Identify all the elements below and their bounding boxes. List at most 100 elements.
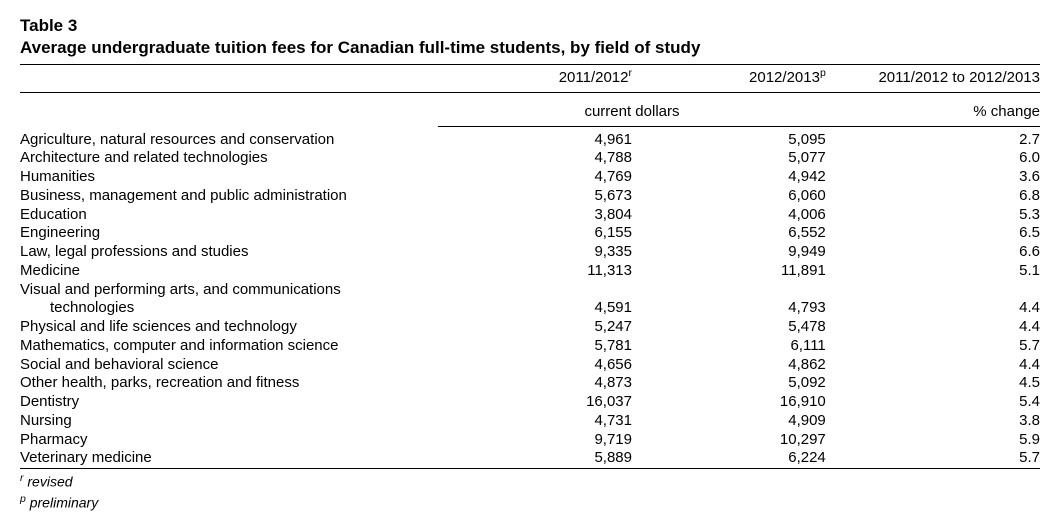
row-label: Nursing: [20, 412, 438, 431]
row-label: Business, management and public administ…: [20, 187, 438, 206]
table-row: Architecture and related technologies4,7…: [20, 149, 1040, 168]
cell-chg: 6.5: [826, 224, 1040, 243]
cell-chg: 4.4: [826, 299, 1040, 318]
table-number: Table 3: [20, 16, 1040, 36]
table-row: Engineering6,1556,5526.5: [20, 224, 1040, 243]
row-label: Humanities: [20, 168, 438, 187]
cell-chg: 6.0: [826, 149, 1040, 168]
cell-y1: 4,656: [438, 356, 632, 375]
unit-dollars: current dollars: [438, 92, 826, 126]
cell-y2: 4,942: [632, 168, 826, 187]
row-label: Visual and performing arts, and communic…: [20, 281, 438, 300]
table-row: Other health, parks, recreation and fitn…: [20, 374, 1040, 393]
cell-y1: 5,247: [438, 318, 632, 337]
table-row: Medicine11,31311,8915.1: [20, 262, 1040, 281]
year2-sup: p: [820, 67, 826, 79]
cell-chg: 2.7: [826, 126, 1040, 149]
header-units: current dollars % change: [20, 92, 1040, 126]
cell-y1: [438, 281, 632, 300]
cell-y1: 4,873: [438, 374, 632, 393]
cell-chg: 4.5: [826, 374, 1040, 393]
row-label: Agriculture, natural resources and conse…: [20, 126, 438, 149]
cell-y2: 5,478: [632, 318, 826, 337]
footnote-text: preliminary: [26, 495, 98, 511]
row-label: Medicine: [20, 262, 438, 281]
cell-chg: 5.7: [826, 337, 1040, 356]
cell-chg: 6.6: [826, 243, 1040, 262]
year1-sup: r: [628, 67, 632, 79]
unit-change: % change: [826, 92, 1040, 126]
table-title: Average undergraduate tuition fees for C…: [20, 38, 1040, 58]
cell-y2: [632, 281, 826, 300]
table-row: Social and behavioral science4,6564,8624…: [20, 356, 1040, 375]
row-label: Social and behavioral science: [20, 356, 438, 375]
table-row: Veterinary medicine5,8896,2245.7: [20, 449, 1040, 468]
col-header-year2: 2012/2013p: [632, 65, 826, 92]
cell-y2: 5,077: [632, 149, 826, 168]
cell-y1: 4,788: [438, 149, 632, 168]
cell-y1: 3,804: [438, 206, 632, 225]
cell-chg: 6.8: [826, 187, 1040, 206]
cell-chg: 3.8: [826, 412, 1040, 431]
table-row: Dentistry16,03716,9105.4: [20, 393, 1040, 412]
footnotes: r revisedp preliminary: [20, 471, 1040, 514]
col-header-change: 2011/2012 to 2012/2013: [826, 65, 1040, 92]
cell-y1: 5,673: [438, 187, 632, 206]
row-label: Engineering: [20, 224, 438, 243]
cell-chg: 5.4: [826, 393, 1040, 412]
cell-chg: 4.4: [826, 318, 1040, 337]
cell-y2: 9,949: [632, 243, 826, 262]
header-years: 2011/2012r 2012/2013p 2011/2012 to 2012/…: [20, 65, 1040, 92]
footnote-text: revised: [24, 474, 73, 490]
cell-y1: 4,591: [438, 299, 632, 318]
table-row: technologies4,5914,7934.4: [20, 299, 1040, 318]
footnote: p preliminary: [20, 492, 1040, 513]
cell-y2: 11,891: [632, 262, 826, 281]
row-label: Other health, parks, recreation and fitn…: [20, 374, 438, 393]
cell-y1: 5,781: [438, 337, 632, 356]
row-label: technologies: [20, 299, 438, 318]
cell-y1: 9,335: [438, 243, 632, 262]
cell-y1: 4,769: [438, 168, 632, 187]
cell-y2: 5,095: [632, 126, 826, 149]
row-label: Veterinary medicine: [20, 449, 438, 468]
cell-y2: 16,910: [632, 393, 826, 412]
cell-y2: 6,224: [632, 449, 826, 468]
cell-chg: [826, 281, 1040, 300]
cell-y1: 11,313: [438, 262, 632, 281]
cell-y2: 6,060: [632, 187, 826, 206]
row-label: Physical and life sciences and technolog…: [20, 318, 438, 337]
cell-y2: 4,909: [632, 412, 826, 431]
cell-y1: 16,037: [438, 393, 632, 412]
cell-y2: 6,552: [632, 224, 826, 243]
table-row: Agriculture, natural resources and conse…: [20, 126, 1040, 149]
table-row: Pharmacy9,71910,2975.9: [20, 431, 1040, 450]
year1-label: 2011/2012: [559, 69, 629, 86]
col-header-year1: 2011/2012r: [438, 65, 632, 92]
cell-y2: 4,862: [632, 356, 826, 375]
row-label: Education: [20, 206, 438, 225]
cell-y2: 10,297: [632, 431, 826, 450]
cell-y2: 4,793: [632, 299, 826, 318]
table-row: Nursing4,7314,9093.8: [20, 412, 1040, 431]
cell-chg: 3.6: [826, 168, 1040, 187]
cell-y1: 9,719: [438, 431, 632, 450]
cell-y2: 4,006: [632, 206, 826, 225]
table-row: Visual and performing arts, and communic…: [20, 281, 1040, 300]
cell-chg: 5.7: [826, 449, 1040, 468]
cell-chg: 5.1: [826, 262, 1040, 281]
year2-label: 2012/2013: [749, 69, 820, 86]
row-label: Mathematics, computer and information sc…: [20, 337, 438, 356]
cell-y2: 6,111: [632, 337, 826, 356]
table-row: Humanities4,7694,9423.6: [20, 168, 1040, 187]
row-label: Pharmacy: [20, 431, 438, 450]
cell-y1: 6,155: [438, 224, 632, 243]
footnote: r revised: [20, 471, 1040, 492]
cell-chg: 5.9: [826, 431, 1040, 450]
table-body: Agriculture, natural resources and conse…: [20, 126, 1040, 469]
cell-y2: 5,092: [632, 374, 826, 393]
table-row: Physical and life sciences and technolog…: [20, 318, 1040, 337]
cell-chg: 5.3: [826, 206, 1040, 225]
table-row: Law, legal professions and studies9,3359…: [20, 243, 1040, 262]
cell-y1: 5,889: [438, 449, 632, 468]
